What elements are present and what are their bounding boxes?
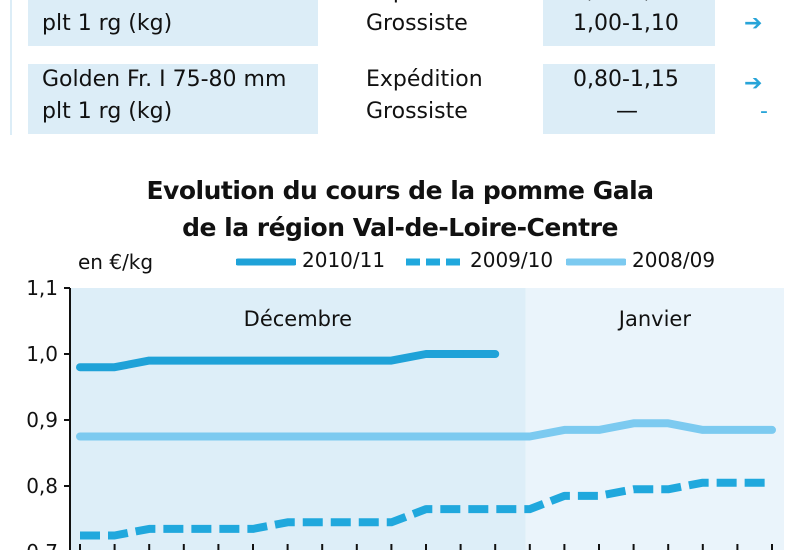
- data-point-2008-09: [353, 433, 361, 440]
- price-expedition: 0,85-1,15: [573, 0, 679, 8]
- data-point-2010-11: [422, 350, 430, 358]
- legend-label: 2008/09: [632, 248, 716, 272]
- data-point-2010-11: [318, 357, 326, 365]
- table-row: Golden Fr. I 75-80 mm plt 1 rg (kg) Expé…: [0, 64, 800, 134]
- data-point-2008-09: [595, 426, 603, 434]
- data-point-2008-09: [387, 433, 395, 440]
- chart-title-line-2: de la région Val-de-Loire-Centre: [182, 213, 618, 242]
- plot-area: Décembre Janvier 1,1 1,0 0,9 0,8 0,7: [26, 276, 784, 550]
- legend-swatch-dashed: [406, 258, 462, 266]
- data-point-2010-11: [491, 350, 499, 358]
- legend-label: 2010/11: [302, 248, 386, 272]
- product-cell-bg: [28, 64, 318, 134]
- month-label: Janvier: [617, 307, 692, 331]
- data-point-2008-09: [318, 433, 326, 440]
- stage-grossiste: Grossiste: [366, 11, 468, 36]
- data-point-2008-09: [422, 433, 430, 440]
- arrow-right-icon: ➔: [744, 71, 763, 96]
- data-point-2010-11: [353, 357, 361, 365]
- data-point-2008-09: [491, 433, 499, 440]
- data-point-2010-11: [284, 357, 292, 365]
- data-point-2008-09: [664, 419, 672, 427]
- data-point-2008-09: [76, 433, 84, 440]
- series-line-2009-10: [80, 478, 772, 540]
- y-tick-label: 0,8: [26, 474, 58, 498]
- data-point-2008-09: [180, 433, 188, 440]
- price-grossiste: 1,00-1,10: [573, 11, 679, 36]
- product-name: Golden Fr. I 75-80 mm: [42, 67, 287, 92]
- data-point-2008-09: [560, 426, 568, 434]
- data-point-2008-09: [284, 433, 292, 440]
- stage-expedition: Expédition: [366, 67, 483, 92]
- stage-expedition: Expédition: [366, 0, 483, 8]
- price-cell-bg: [543, 0, 715, 46]
- stage-grossiste: Grossiste: [366, 99, 468, 124]
- data-point-2008-09: [699, 426, 707, 434]
- data-point-2010-11: [76, 363, 84, 371]
- product-cell-bg: [28, 0, 318, 46]
- price-grossiste: —: [616, 99, 638, 124]
- table-left-border: [10, 0, 12, 135]
- data-point-2010-11: [249, 357, 257, 365]
- month-label: Décembre: [244, 307, 352, 331]
- data-point-2010-11: [457, 350, 465, 358]
- data-point-2008-09: [145, 433, 153, 440]
- data-point-2008-09: [457, 433, 465, 440]
- data-point-2008-09: [733, 426, 741, 434]
- arrow-right-icon: ➔: [744, 0, 762, 8]
- legend-swatch-solid-thick: [236, 258, 296, 266]
- price-expedition: 0,80-1,15: [573, 67, 679, 92]
- y-tick-label: 0,7: [26, 540, 58, 550]
- dash-icon: -: [760, 99, 768, 124]
- data-point-2010-11: [214, 357, 222, 365]
- product-packaging: plt 1 rg (kg): [42, 99, 173, 124]
- table-row: Gala Fr. I 75-80 mm plt 1 rg (kg) Expédi…: [0, 0, 800, 48]
- chart-title: Evolution du cours de la pomme Gala de l…: [8, 172, 792, 246]
- arrow-right-icon: ➔: [744, 11, 763, 36]
- data-point-2008-09: [249, 433, 257, 440]
- chart-panel: Décembre Janvier 1,1 1,0 0,9 0,8 0,7 Evolution…: [8, 160, 792, 550]
- product-name: Gala Fr. I 75-80 mm: [42, 0, 258, 8]
- month-band-2: [525, 288, 784, 550]
- price-table: Gala Fr. I 75-80 mm plt 1 rg (kg) Expédi…: [0, 0, 800, 140]
- chart-title-line-1: Evolution du cours de la pomme Gala: [146, 176, 654, 205]
- y-tick-label: 0,9: [26, 408, 58, 432]
- data-point-2008-09: [526, 433, 534, 440]
- data-point-2008-09: [768, 426, 776, 434]
- legend-swatch-solid-light: [566, 258, 626, 266]
- y-axis-unit-label: en €/kg: [78, 250, 154, 274]
- data-point-2010-11: [180, 357, 188, 365]
- legend-label: 2009/10: [470, 248, 554, 272]
- data-point-2008-09: [214, 433, 222, 440]
- data-point-2008-09: [630, 419, 638, 427]
- y-tick-label: 1,1: [26, 276, 58, 300]
- data-point-2008-09: [111, 433, 119, 440]
- price-cell-bg: [543, 64, 715, 134]
- product-packaging: plt 1 rg (kg): [42, 11, 173, 36]
- data-point-2010-11: [111, 363, 119, 371]
- data-point-2010-11: [145, 357, 153, 365]
- y-tick-label: 1,0: [26, 342, 58, 366]
- data-point-2010-11: [387, 357, 395, 365]
